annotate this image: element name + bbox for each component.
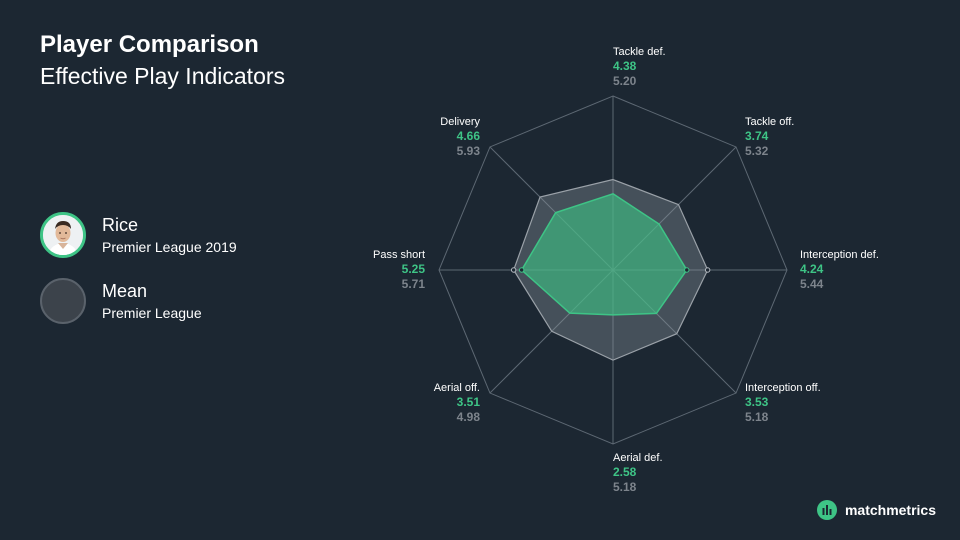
player-value-label: 4.66 [457,129,481,143]
player-value-label: 5.25 [402,262,426,276]
mean-value-label: 5.18 [613,480,637,494]
player-point [518,267,525,273]
axis-label: Tackle def. [613,46,666,58]
mean-value-label: 5.71 [402,277,426,291]
brand-name: matchmetrics [844,502,936,518]
axis-label: Interception off. [745,382,821,394]
axis-label: Aerial def. [613,452,663,464]
player-point [684,267,690,273]
mean-value-label: 5.18 [745,410,769,424]
player-avatar [40,212,86,258]
mean-value-label: 5.44 [800,277,824,291]
axis-label: Pass short [373,249,425,261]
mean-avatar [40,278,86,324]
player-value-label: 3.53 [745,395,769,409]
mean-name: Mean [102,281,148,301]
legend-player: Rice Premier League 2019 [40,212,237,258]
player-value-label: 4.24 [800,262,824,276]
player-value-label: 3.51 [457,395,481,409]
matchmetrics-logo-icon [816,500,837,520]
player-value-label: 3.74 [745,129,769,143]
player-league: Premier League 2019 [102,239,237,255]
player-series-area [520,192,688,316]
legend-mean: Mean Premier League [40,278,202,324]
brand: matchmetrics [816,500,936,520]
mean-value-label: 5.32 [745,144,769,158]
axis-label: Delivery [440,116,480,128]
mean-value-label: 5.93 [457,144,481,158]
mean-value-label: 4.98 [457,410,481,424]
mean-point [704,267,711,273]
chart-title: Player Comparison [40,31,259,58]
axis-label: Interception def. [800,249,879,261]
mean-point [510,267,517,273]
axis-label: Aerial off. [434,382,480,394]
player-photo-icon [43,215,83,255]
mean-value-label: 5.20 [613,74,637,88]
player-value-label: 4.38 [613,59,637,73]
player-value-label: 2.58 [613,465,637,479]
axis-label: Tackle off. [745,116,794,128]
mean-league: Premier League [102,305,202,321]
player-name: Rice [102,215,139,235]
chart-subtitle: Effective Play Indicators [40,63,286,89]
